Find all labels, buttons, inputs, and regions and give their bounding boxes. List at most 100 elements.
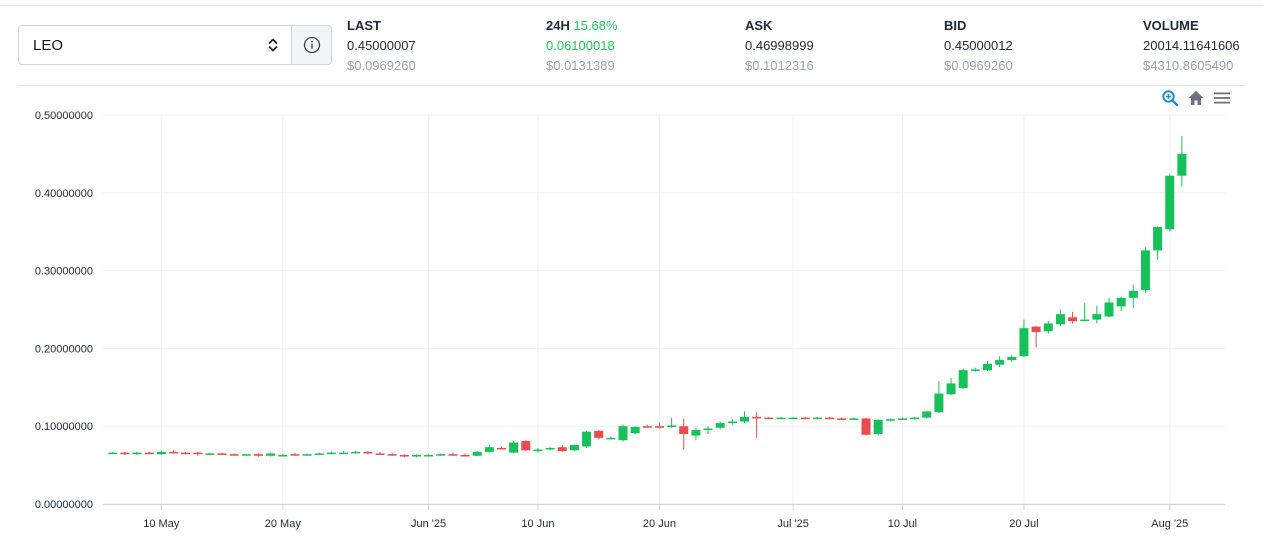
x-tick-label: Jul '25: [777, 518, 808, 530]
candle-body: [363, 451, 373, 454]
candle-body: [241, 454, 251, 456]
candle-body: [1092, 314, 1102, 320]
bid-label: BID: [944, 18, 967, 33]
last-usd: $0.0969260: [347, 58, 416, 73]
candle-body: [569, 444, 579, 451]
candle-body: [168, 451, 178, 454]
candle-body: [861, 418, 871, 435]
candle-body: [1140, 250, 1150, 291]
candle-body: [958, 370, 968, 389]
y-tick-label: 0.20000000: [35, 343, 93, 355]
candle-body: [910, 417, 920, 420]
candle-body: [788, 417, 798, 420]
candle-body: [545, 447, 555, 450]
candle-body: [156, 451, 166, 455]
candle-body: [812, 417, 822, 420]
market-info-button[interactable]: [291, 26, 331, 64]
reset-zoom-button[interactable]: [1186, 88, 1206, 108]
y-tick-label: 0.00000000: [35, 499, 93, 511]
candle-body: [484, 447, 494, 452]
candle-body: [424, 454, 434, 457]
change-percent: 15.68%: [573, 18, 618, 33]
candle-body: [764, 417, 774, 420]
candle-body: [970, 369, 980, 371]
candle-body: [108, 452, 118, 455]
y-tick-label: 0.50000000: [35, 110, 93, 122]
candle-body: [1165, 175, 1175, 230]
candle-body: [752, 416, 762, 419]
volume-stat: VOLUME 20014.11641606 $4310.8605490: [1143, 16, 1240, 76]
change-value: 0.06100018: [546, 38, 615, 53]
candle-body: [642, 426, 652, 428]
market-select-value: LEO: [33, 36, 64, 54]
y-tick-label: 0.40000000: [35, 188, 93, 200]
volume-usd: $4310.8605490: [1143, 58, 1234, 73]
candle-body: [1043, 323, 1053, 332]
candle-body: [411, 454, 421, 457]
y-tick-label: 0.10000000: [35, 421, 93, 433]
candle-body: [582, 431, 592, 447]
market-select[interactable]: LEO: [19, 26, 291, 64]
last-label: LAST: [347, 18, 381, 33]
candle-body: [1128, 290, 1138, 298]
candle-body: [436, 454, 446, 456]
bid-stat: BID 0.45000012 $0.0969260: [944, 16, 1013, 76]
candle-body: [497, 447, 506, 450]
candle-body: [740, 416, 749, 422]
candle-body: [618, 426, 628, 441]
candle-body: [897, 418, 907, 420]
candle-body: [922, 411, 932, 418]
candle-body: [229, 454, 239, 456]
candle-body: [326, 452, 336, 455]
candle-body: [314, 453, 324, 455]
candle-body: [217, 453, 227, 455]
candle-body: [375, 453, 385, 455]
candle-body: [205, 453, 215, 455]
candle-body: [533, 449, 543, 452]
zoom-in-icon: [1162, 90, 1179, 107]
candle-body: [1068, 317, 1078, 322]
candle-body: [302, 454, 312, 456]
candle-body: [849, 418, 859, 420]
candle-body: [654, 426, 664, 428]
volume-value: 20014.11641606: [1143, 38, 1240, 53]
info-icon: [303, 36, 320, 54]
candle-body: [946, 383, 956, 395]
bid-usd: $0.0969260: [944, 58, 1013, 73]
volume-label: VOLUME: [1143, 18, 1199, 33]
x-tick-label: Aug '25: [1151, 518, 1188, 530]
x-tick-label: 10 Jun: [521, 518, 554, 530]
candle-body: [460, 454, 470, 457]
chart-divider: [18, 85, 1245, 86]
candle-body: [873, 419, 883, 434]
candle-body: [472, 451, 482, 456]
candle-body: [1031, 326, 1041, 333]
candle-body: [800, 417, 810, 420]
candle-body: [667, 425, 677, 427]
zoom-in-button[interactable]: [1160, 88, 1180, 108]
candle-body: [934, 393, 944, 413]
menu-icon: [1214, 92, 1230, 104]
candle-body: [594, 430, 604, 438]
candle-body: [1055, 314, 1065, 325]
candle-body: [1080, 319, 1090, 322]
candle-body: [132, 452, 142, 455]
x-tick-label: 20 May: [265, 518, 302, 530]
candle-body: [144, 452, 154, 455]
candle-body: [254, 454, 263, 456]
x-tick-label: Jun '25: [411, 518, 446, 530]
chart-menu-button[interactable]: [1212, 88, 1232, 108]
candle-body: [776, 417, 786, 420]
chart-toolbar: [1160, 88, 1232, 108]
top-divider: [0, 5, 1263, 6]
candle-body: [521, 440, 531, 451]
candle-body: [630, 426, 640, 434]
market-selector[interactable]: LEO: [18, 25, 332, 65]
x-tick-label: 10 Jul: [888, 518, 917, 530]
change-usd: $0.0131389: [546, 58, 615, 73]
candle-body: [448, 454, 458, 456]
candle-body: [1007, 356, 1017, 361]
candle-body: [290, 454, 300, 456]
bid-value: 0.45000012: [944, 38, 1013, 53]
